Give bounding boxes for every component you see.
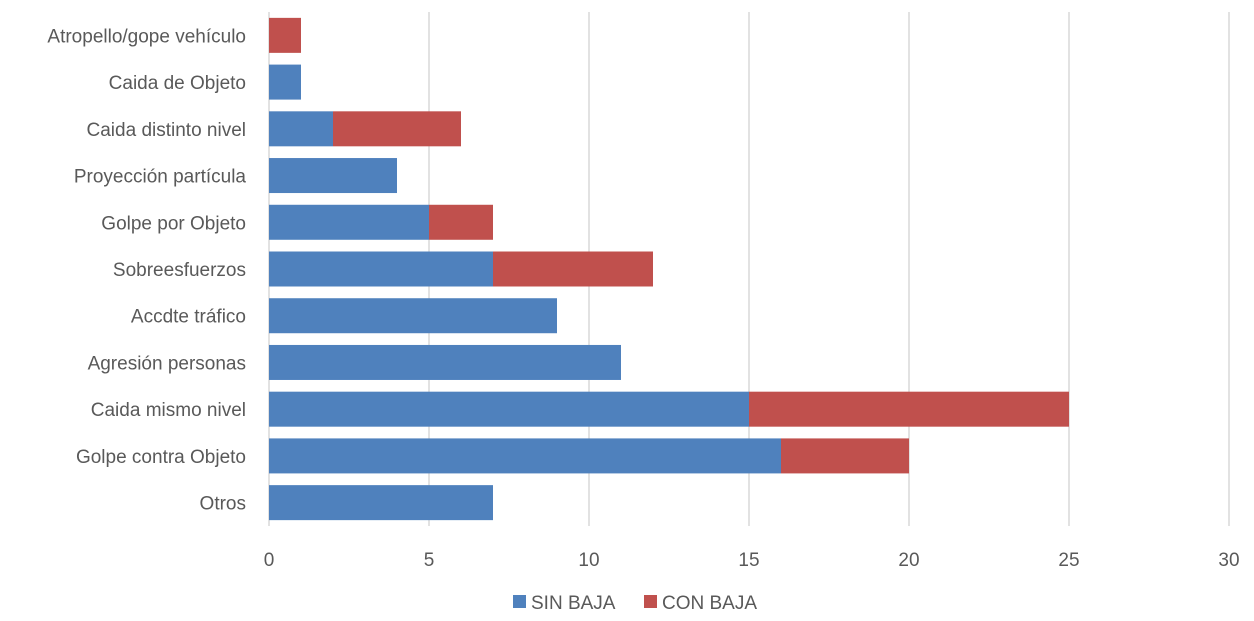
category-label: Agresión personas bbox=[88, 353, 246, 374]
bar-segment-con-baja bbox=[781, 438, 909, 474]
x-axis-tick-labels: 0 5 10 15 20 25 30 bbox=[264, 550, 1240, 571]
bar-segment-sin-baja bbox=[269, 204, 429, 240]
x-tick-label: 15 bbox=[738, 550, 759, 571]
category-label: Golpe contra Objeto bbox=[76, 447, 246, 468]
x-tick-label: 25 bbox=[1058, 550, 1079, 571]
bar-segment-con-baja bbox=[749, 391, 1069, 427]
bar-segment-con-baja bbox=[429, 204, 493, 240]
bar-segment-sin-baja bbox=[269, 64, 301, 100]
bar-segment-sin-baja bbox=[269, 111, 333, 147]
legend-label: SIN BAJA bbox=[531, 593, 616, 614]
category-labels: Atropello/gope vehículo Caida de Objeto Ca… bbox=[47, 26, 246, 514]
category-label: Proyección partícula bbox=[74, 167, 247, 188]
x-tick-label: 10 bbox=[578, 550, 599, 571]
category-label: Otros bbox=[200, 494, 246, 515]
bars bbox=[269, 17, 1069, 521]
legend-label: CON BAJA bbox=[662, 593, 757, 614]
bar-segment-con-baja bbox=[333, 111, 461, 147]
category-label: Golpe por Objeto bbox=[101, 213, 246, 234]
bar-segment-sin-baja bbox=[269, 158, 397, 194]
bar-segment-sin-baja bbox=[269, 298, 557, 334]
bar-segment-sin-baja bbox=[269, 344, 621, 380]
category-label: Caida de Objeto bbox=[109, 73, 246, 94]
bar-segment-sin-baja bbox=[269, 391, 749, 427]
legend-swatch bbox=[513, 595, 526, 608]
category-label: Caida mismo nivel bbox=[91, 400, 246, 421]
x-tick-label: 5 bbox=[424, 550, 435, 571]
bar-segment-con-baja bbox=[493, 251, 653, 287]
category-label: Caida distinto nivel bbox=[87, 120, 246, 141]
x-tick-label: 20 bbox=[898, 550, 919, 571]
x-tick-label: 0 bbox=[264, 550, 275, 571]
x-tick-label: 30 bbox=[1218, 550, 1239, 571]
bar-segment-sin-baja bbox=[269, 485, 493, 521]
category-label: Sobreesfuerzos bbox=[113, 260, 246, 281]
legend: SIN BAJA CON BAJA bbox=[513, 593, 757, 614]
bar-segment-sin-baja bbox=[269, 251, 493, 287]
bar-segment-sin-baja bbox=[269, 438, 781, 474]
category-label: Accdte tráfico bbox=[131, 307, 246, 328]
legend-swatch bbox=[644, 595, 657, 608]
bar-segment-con-baja bbox=[269, 17, 301, 53]
category-label: Atropello/gope vehículo bbox=[47, 26, 246, 47]
